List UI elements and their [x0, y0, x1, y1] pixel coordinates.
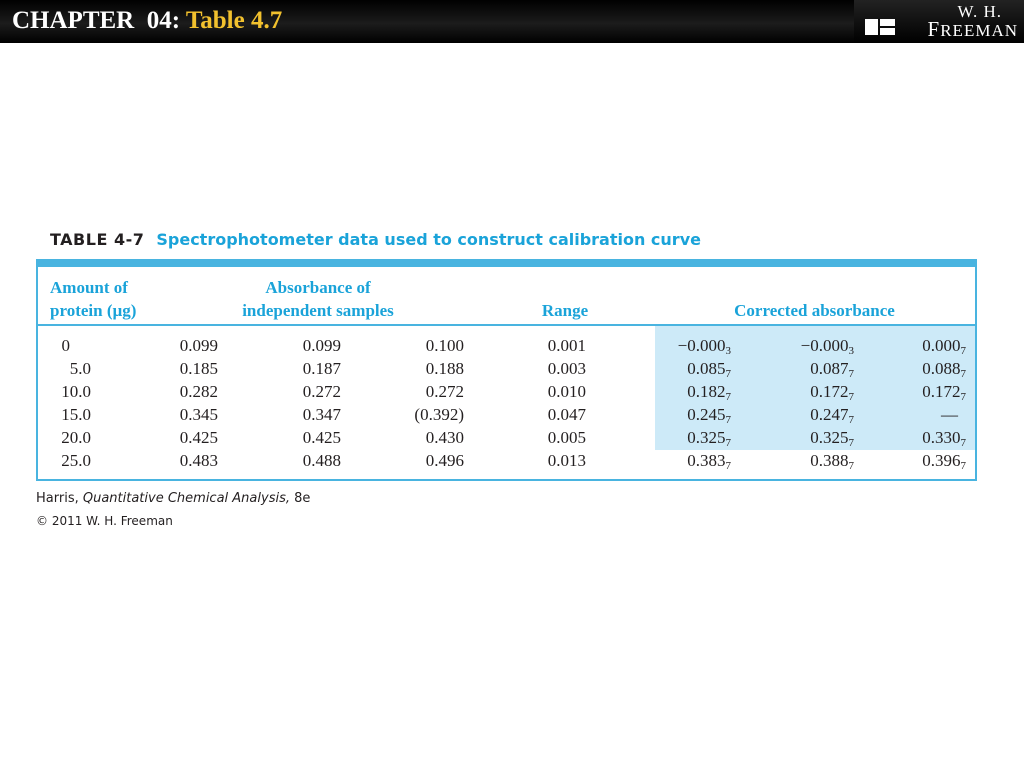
- cell-range: 0.005: [547, 428, 586, 447]
- table-title: Spectrophotometer data used to construct…: [156, 230, 701, 249]
- cell-absorbance: 0.282: [179, 382, 218, 401]
- cell-absorbance: 0.425: [179, 428, 218, 447]
- data-table: Amount of protein (µg) Absorbance of ind…: [36, 259, 977, 481]
- column-header-range: Range: [541, 301, 589, 320]
- cell-range: 0.003: [547, 359, 586, 378]
- cell-range: 0.010: [547, 382, 586, 401]
- cell-corrected-absorbance: 0.0857: [687, 359, 731, 380]
- cell-absorbance: 0.188: [425, 359, 464, 378]
- corrected-absorbance-shading: [655, 326, 975, 450]
- cell-amount: 5.0: [69, 359, 91, 378]
- cell-corrected-absorbance: 0.1727: [922, 382, 966, 403]
- cell-absorbance: 0.483: [179, 451, 218, 470]
- cell-corrected-absorbance: −0.0003: [677, 336, 731, 357]
- header-bar: CHAPTER 04: Table 4.7 W. H. FREEMAN: [0, 0, 1024, 43]
- cell-absorbance: 0.496: [425, 451, 464, 470]
- source-citation: Harris, Quantitative Chemical Analysis, …: [36, 491, 311, 506]
- header-divider: [38, 324, 975, 326]
- cell-amount: 15.0: [61, 405, 91, 424]
- publisher-name: FREEMAN: [927, 17, 1018, 41]
- cell-corrected-absorbance: 0.2457: [687, 405, 731, 426]
- cell-corrected-absorbance: 0.3967: [922, 451, 966, 472]
- table-label: TABLE 4-7: [50, 230, 145, 249]
- column-header-absorbance: Absorbance of independent samples: [242, 278, 394, 320]
- cell-corrected-absorbance: —: [941, 405, 958, 424]
- column-header-corrected: Corrected absorbance: [734, 301, 895, 320]
- cell-range: 0.013: [547, 451, 586, 470]
- cell-absorbance: 0.099: [302, 336, 341, 355]
- cell-absorbance: 0.099: [179, 336, 218, 355]
- cell-absorbance: 0.185: [179, 359, 218, 378]
- cell-corrected-absorbance: −0.0003: [800, 336, 854, 357]
- publisher-logo: W. H. FREEMAN: [854, 0, 1024, 43]
- cell-absorbance: 0.425: [302, 428, 341, 447]
- cell-absorbance: (0.392): [414, 405, 464, 424]
- cell-corrected-absorbance: 0.1727: [810, 382, 854, 403]
- freeman-logo-icon: [865, 19, 895, 35]
- cell-corrected-absorbance: 0.1827: [687, 382, 731, 403]
- cell-corrected-absorbance: 0.0887: [922, 359, 966, 380]
- chapter-label: CHAPTER 04:: [12, 7, 181, 34]
- cell-absorbance: 0.430: [425, 428, 464, 447]
- cell-absorbance: 0.347: [302, 405, 341, 424]
- cell-absorbance: 0.488: [302, 451, 341, 470]
- cell-range: 0.047: [547, 405, 586, 424]
- cell-amount: 20.0: [61, 428, 91, 447]
- cell-corrected-absorbance: 0.3257: [810, 428, 854, 449]
- cell-absorbance: 0.272: [425, 382, 464, 401]
- cell-absorbance: 0.272: [302, 382, 341, 401]
- cell-corrected-absorbance: 0.0007: [922, 336, 966, 357]
- cell-corrected-absorbance: 0.0877: [810, 359, 854, 380]
- cell-range: 0.001: [547, 336, 586, 355]
- slide-subtitle: Table 4.7: [185, 7, 283, 34]
- table-caption: TABLE 4-7 Spectrophotometer data used to …: [50, 230, 701, 254]
- column-header-amount: Amount of protein (µg): [50, 278, 137, 320]
- cell-amount: 10.0: [61, 382, 91, 401]
- cell-amount: 25.0: [61, 451, 91, 470]
- publisher-initials: W. H.: [957, 2, 1002, 21]
- cell-absorbance: 0.187: [302, 359, 341, 378]
- cell-amount: 0: [61, 336, 71, 355]
- slide-title: CHAPTER 04: Table 4.7: [12, 6, 282, 36]
- cell-corrected-absorbance: 0.3257: [687, 428, 731, 449]
- cell-corrected-absorbance: 0.2477: [810, 405, 854, 426]
- cell-corrected-absorbance: 0.3837: [687, 451, 731, 472]
- cell-corrected-absorbance: 0.3307: [922, 428, 966, 449]
- cell-absorbance: 0.345: [179, 405, 218, 424]
- cell-corrected-absorbance: 0.3887: [810, 451, 854, 472]
- cell-absorbance: 0.100: [425, 336, 464, 355]
- copyright-notice: © 2011 W. H. Freeman: [36, 514, 173, 528]
